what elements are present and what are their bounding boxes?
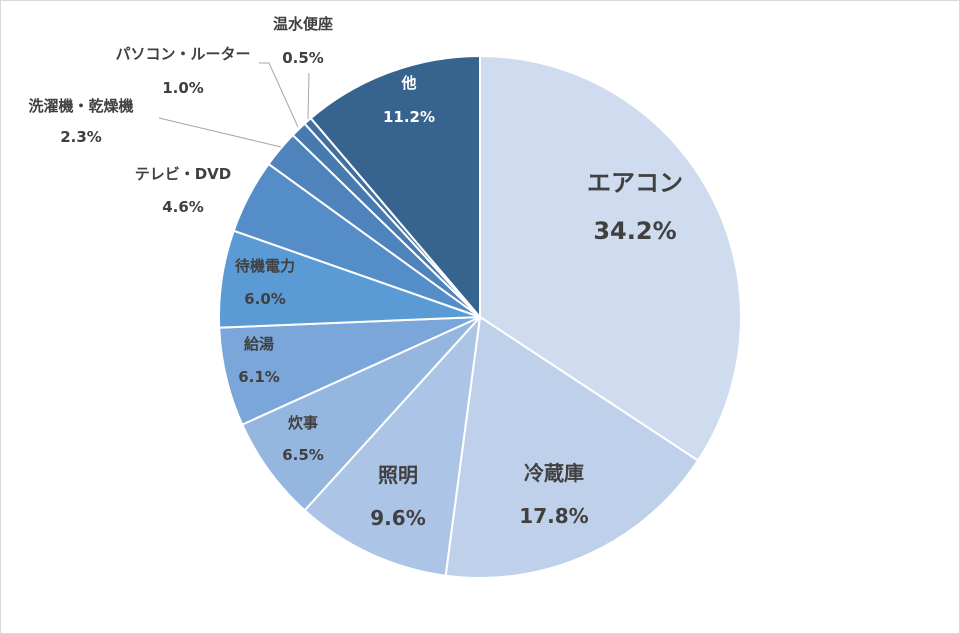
pie-slice — [309, 54, 481, 320]
slice-category-label: パソコン・ルーター — [115, 45, 250, 63]
slice-value-label: 6.5% — [282, 446, 324, 464]
slice-category-label: 給湯 — [244, 335, 274, 353]
slice-value-label: 17.8% — [519, 504, 588, 528]
slice-value-label: 1.0% — [162, 79, 204, 97]
slice-category-label: 冷蔵庫 — [524, 461, 584, 485]
slice-category-label: 他 — [400, 74, 416, 92]
slice-category-label: エアコン — [587, 169, 683, 197]
slice-value-label: 34.2% — [593, 217, 676, 245]
slice-category-label: 炊事 — [288, 414, 318, 432]
leader-line — [259, 62, 299, 128]
slice-value-label: 6.1% — [238, 368, 280, 386]
pie-slice — [444, 315, 700, 579]
slice-value-label: 0.5% — [282, 49, 324, 67]
slice-value-label: 11.2% — [383, 108, 435, 126]
slice-category-label: 照明 — [378, 463, 418, 487]
slice-value-label: 9.6% — [370, 506, 425, 530]
leader-line — [307, 72, 310, 120]
pie-slice — [303, 313, 482, 577]
slice-category-label: 待機電力 — [235, 257, 295, 275]
slice-category-label: 温水便座 — [273, 15, 333, 33]
slice-category-label: 洗濯機・乾燥機 — [28, 97, 133, 115]
slice-category-label: テレビ・DVD — [135, 165, 232, 183]
slice-value-label: 4.6% — [162, 198, 204, 216]
slice-value-label: 2.3% — [60, 128, 102, 146]
slice-value-label: 6.0% — [244, 290, 286, 308]
leader-line — [158, 117, 282, 148]
